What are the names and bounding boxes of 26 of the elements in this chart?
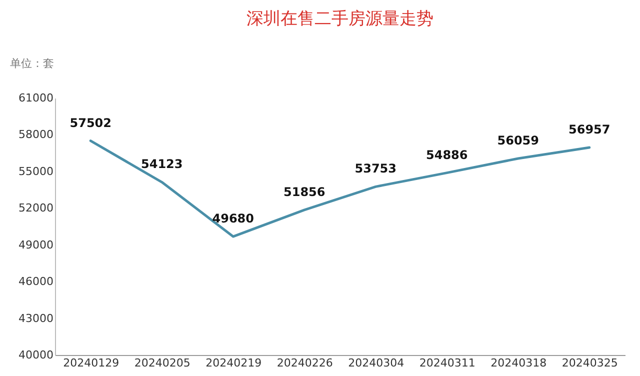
data-label: 57502 [70, 116, 112, 130]
data-label: 54123 [141, 157, 183, 172]
y-tick-label: 58000 [18, 128, 54, 142]
y-tick-label: 52000 [18, 202, 54, 215]
data-label: 54886 [426, 148, 468, 162]
chart-title: 深圳在售二手房源量走势 [246, 9, 434, 29]
data-label: 53753 [354, 162, 396, 176]
x-tick-label: 20240325 [562, 356, 618, 370]
text: 单位：套 [10, 57, 54, 70]
y-tick-label: 43000 [18, 312, 54, 325]
y-tick-label: 46000 [18, 275, 54, 288]
x-tick-label: 20240304 [348, 356, 404, 370]
y-tick-label: 61000 [18, 92, 54, 104]
x-tick-label: 20240311 [419, 356, 476, 370]
data-label: 49680 [212, 212, 254, 226]
y-tick-label: 49000 [18, 238, 54, 252]
x-tick-label: 20240129 [63, 356, 120, 370]
y-tick-label: 55000 [18, 164, 54, 178]
data-label: 56059 [497, 133, 539, 148]
x-tick-label: 20240226 [276, 356, 333, 370]
x-tick-label: 20240205 [134, 356, 190, 370]
data-label: 56957 [568, 122, 610, 136]
data-label: 51856 [284, 184, 326, 199]
x-tick-label: 20240219 [206, 356, 262, 370]
x-tick-label: 20240318 [490, 356, 547, 370]
y-tick-label: 40000 [18, 348, 54, 362]
